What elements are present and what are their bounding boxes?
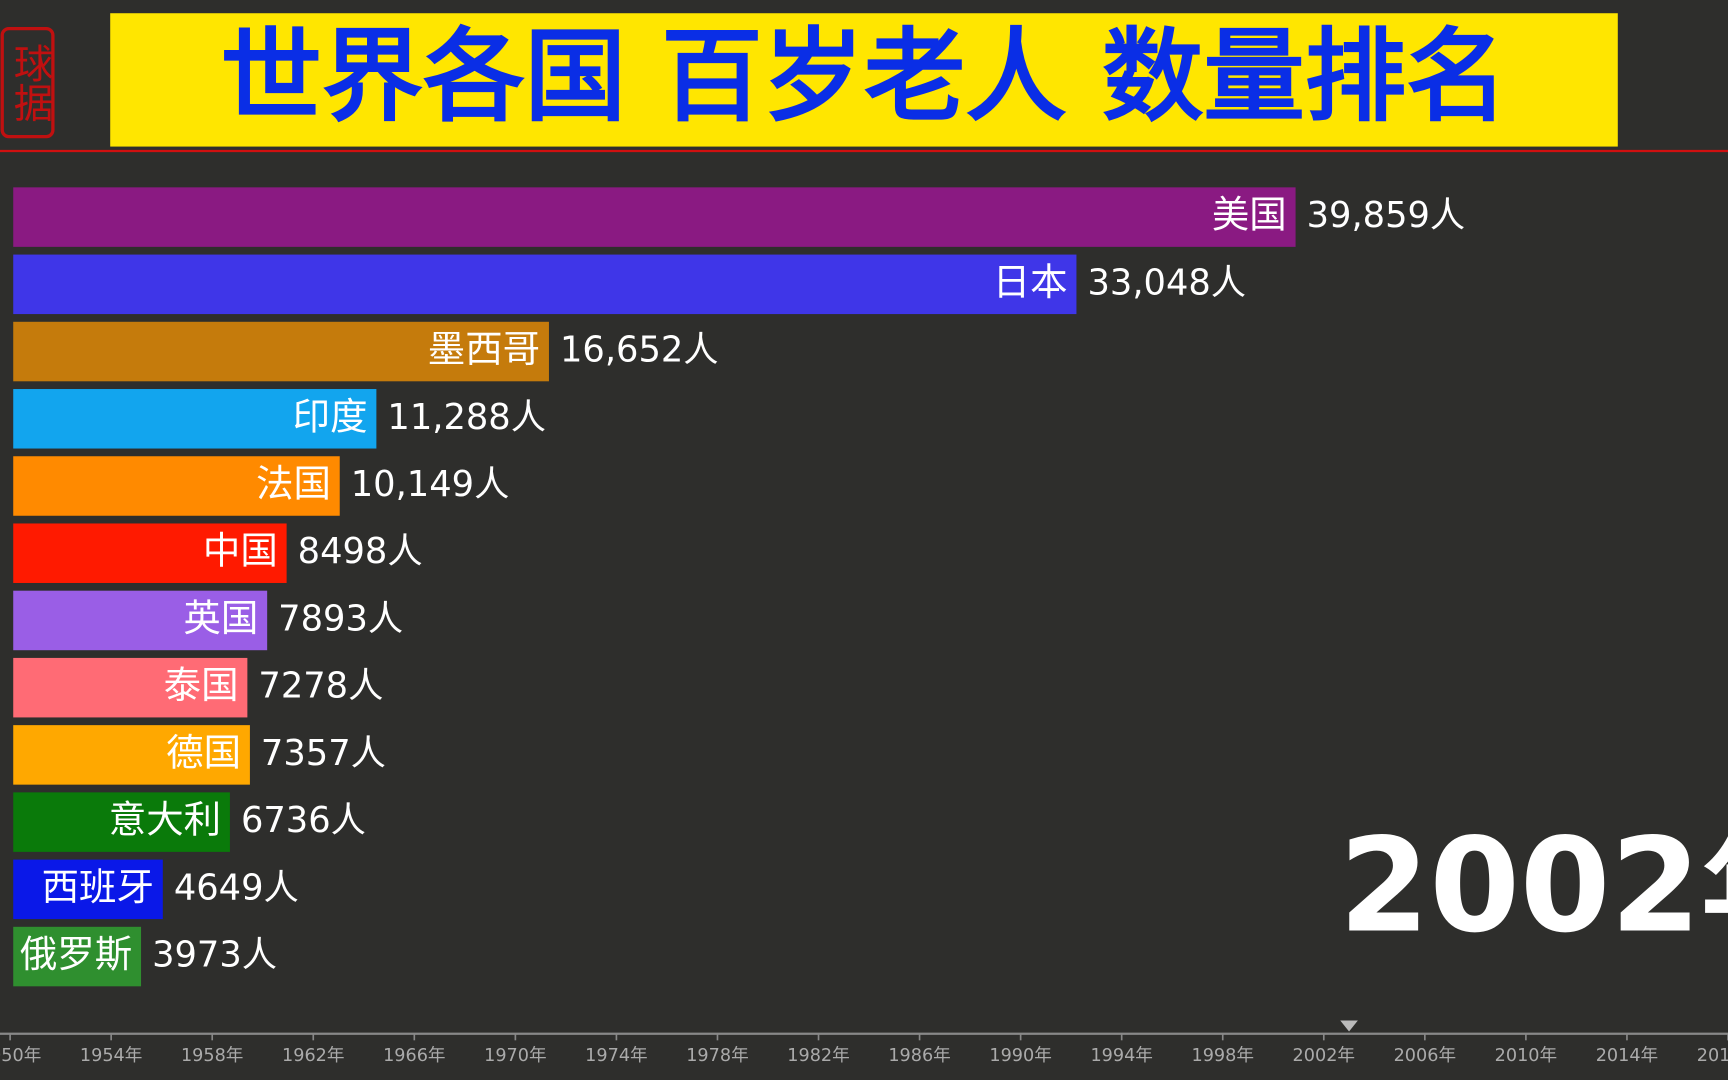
timeline-tick-label: 2014年 [1596,1045,1658,1066]
timeline-tick-label: 1998年 [1191,1045,1253,1066]
value-label: 4649人 [174,867,299,908]
bar [13,523,287,583]
bar-label: 中国 [203,529,278,573]
bar [13,321,549,382]
value-label: 7893人 [278,598,403,639]
timeline-tick-label: 1958年 [181,1045,243,1066]
bar-label: 墨西哥 [428,327,540,371]
value-label: 7278人 [258,666,383,707]
timeline-tick-label: 1990年 [989,1045,1051,1066]
timeline-pointer [1340,1020,1358,1032]
bar [13,254,1077,315]
bar [13,187,1296,247]
bar-label: 意大利 [109,798,221,842]
value-label: 10,149人 [351,464,510,505]
bar [13,657,248,718]
timeline-tick-label: 1954年 [80,1045,142,1066]
value-label: 33,048人 [1087,262,1246,303]
stamp-text: 球据 [7,43,53,122]
bar [13,792,230,852]
value-label: 7357人 [261,733,386,774]
title-box [110,13,1618,147]
timeline-tick-label: 1982年 [787,1045,849,1066]
bar-label: 美国 [1212,193,1287,237]
bar [13,725,250,785]
timeline-tick-label: 2018年 [1697,1045,1728,1066]
timeline-tick-label: 2002年 [1293,1045,1355,1066]
timeline-tick-label: 1994年 [1090,1045,1152,1066]
year-label: 2002年 [1339,809,1728,961]
timeline-tick-label: 2006年 [1394,1045,1456,1066]
bar-label: 日本 [993,260,1068,304]
value-label: 6736人 [241,800,366,841]
timeline-tick-label: 1978年 [686,1045,748,1066]
bar [13,456,340,516]
value-label: 3973人 [152,935,277,976]
bar-label: 俄罗斯 [20,932,132,976]
bar-label: 印度 [293,394,368,438]
timeline-tick-label: 1970年 [484,1045,546,1066]
bar-label: 泰国 [164,663,239,707]
chart-title: 世界各国 百岁老人 数量排名 [220,18,1507,136]
timeline-tick-label: 1966年 [383,1045,445,1066]
stamp-box [0,26,55,139]
value-label: 11,288人 [387,397,546,438]
value-label: 16,652人 [560,330,719,371]
value-label: 8498人 [298,531,423,572]
timeline-tick-label: 1962年 [282,1045,344,1066]
bar [13,926,142,987]
bar-label: 英国 [183,596,258,640]
bar-label: 法国 [256,462,331,506]
timeline-tick-label: 1974年 [585,1045,647,1066]
timeline-tick-label: 1986年 [888,1045,950,1066]
timeline-tick-label: 2010年 [1495,1045,1557,1066]
bar-label: 德国 [166,730,241,774]
bar [13,389,377,449]
bar [13,590,268,651]
bar [13,859,163,920]
bar-label: 西班牙 [42,865,154,909]
value-label: 39,859人 [1307,195,1466,236]
timeline-tick-label: 1950年 [0,1045,41,1066]
